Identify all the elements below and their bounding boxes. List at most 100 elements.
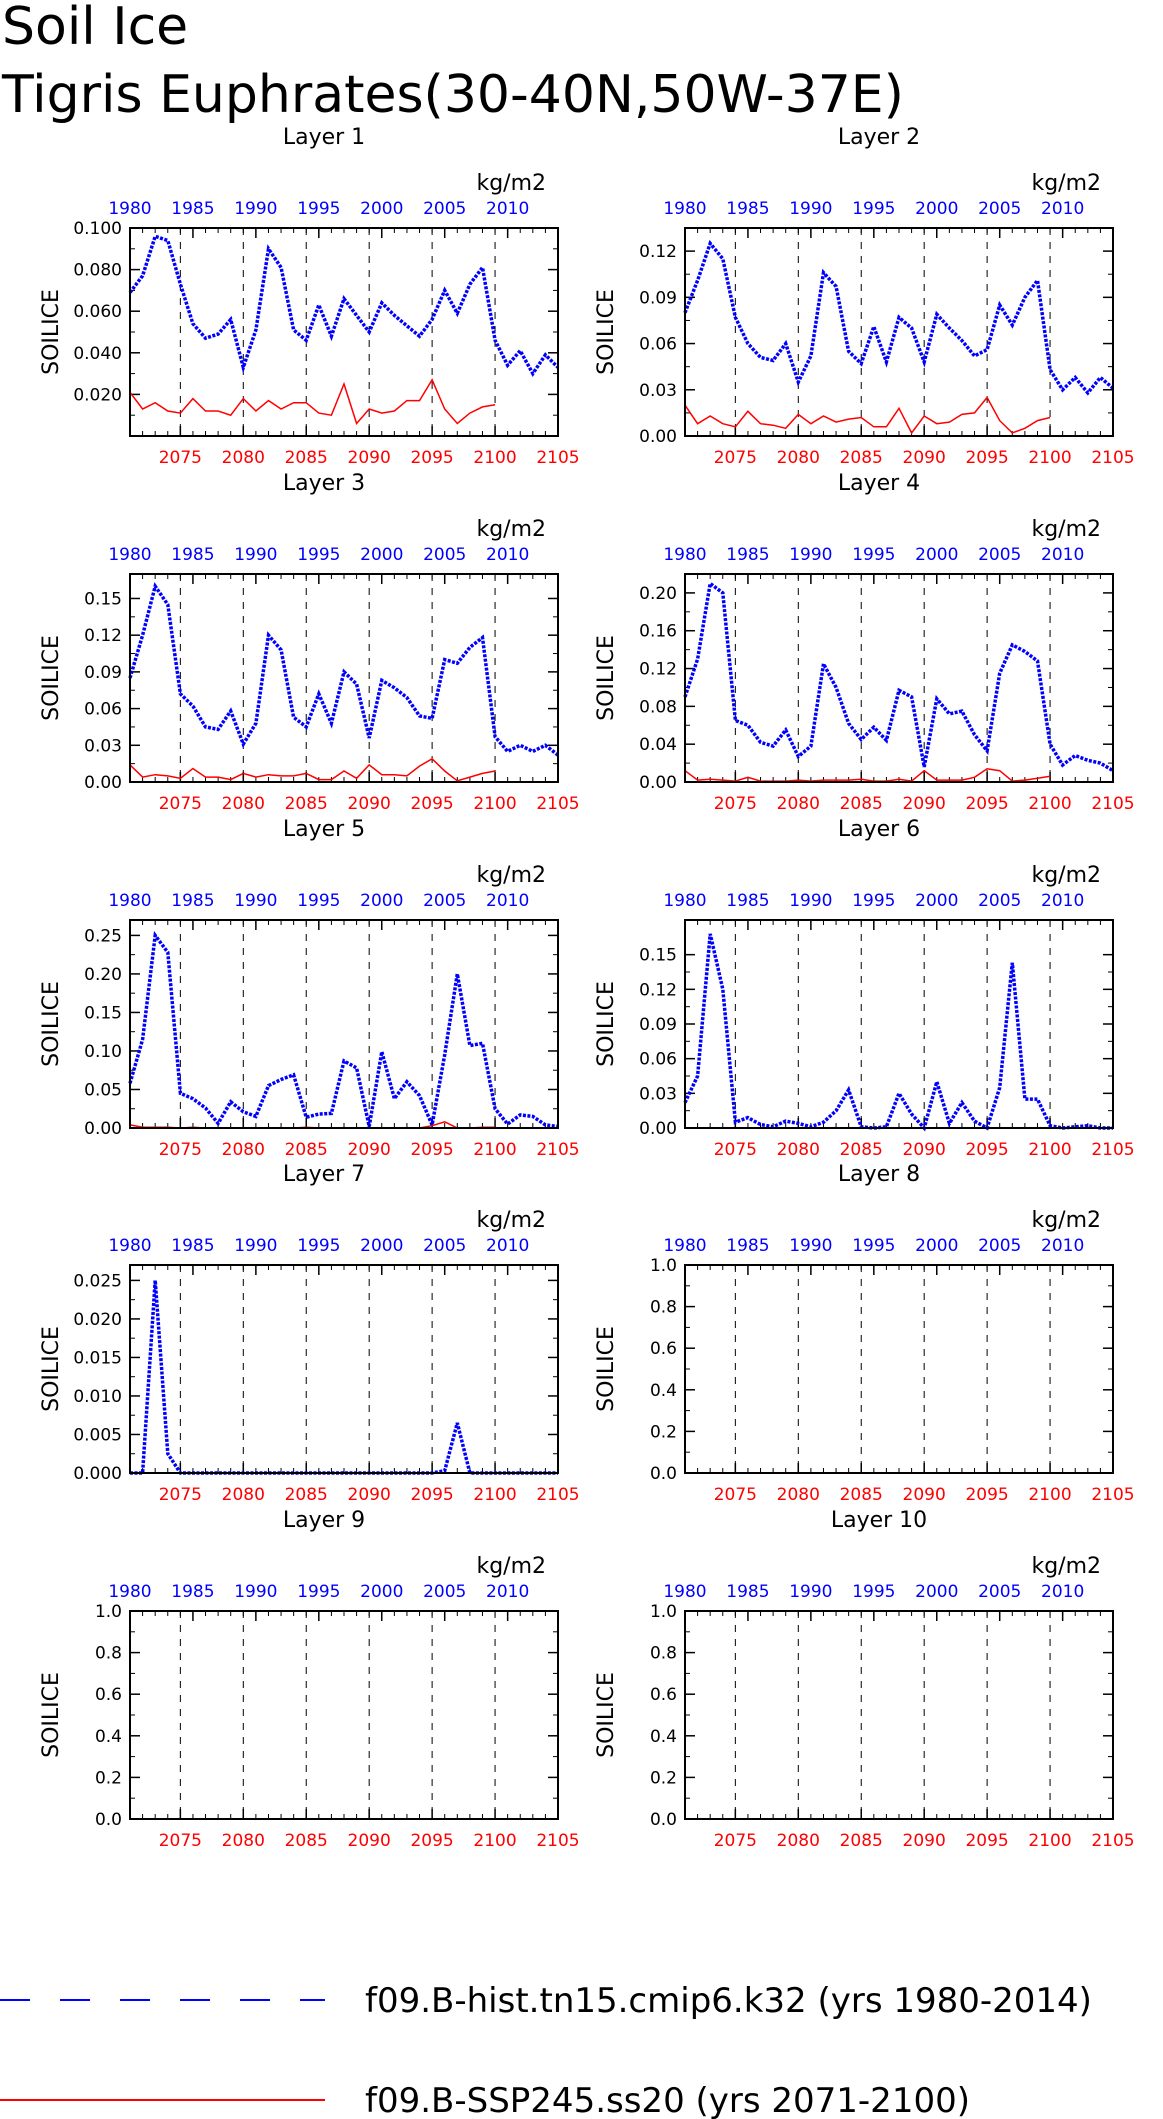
y-axis-label: SOILICE [594, 981, 619, 1067]
series-line-ssp245 [684, 768, 1051, 782]
y-tick-label: 0.15 [84, 589, 122, 609]
y-axis-label: SOILICE [594, 635, 619, 721]
x-bottom-tick-label: 2080 [777, 448, 820, 468]
y-tick-label: 0.03 [639, 1084, 677, 1104]
x-top-tick-label: 1990 [234, 545, 277, 565]
units-label: kg/m2 [476, 1208, 546, 1233]
y-tick-label: 0.08 [639, 697, 677, 717]
y-tick-label: 0.010 [73, 1387, 122, 1407]
y-tick-label: 0.00 [84, 773, 122, 793]
y-tick-label: 0.15 [639, 946, 677, 966]
x-bottom-tick-label: 2100 [1028, 1485, 1071, 1505]
y-tick-label: 0.040 [73, 344, 122, 364]
x-top-tick-label: 1995 [852, 1582, 895, 1602]
units-label: kg/m2 [476, 863, 546, 888]
y-tick-label: 0.09 [639, 288, 677, 308]
x-bottom-tick-label: 2085 [840, 1485, 883, 1505]
units-label: kg/m2 [1031, 1208, 1101, 1233]
x-top-tick-label: 1995 [852, 891, 895, 911]
y-tick-label: 0.4 [650, 1381, 677, 1401]
x-top-tick-label: 2010 [486, 199, 529, 219]
x-bottom-tick-label: 2085 [285, 448, 328, 468]
y-tick-label: 0.06 [639, 1050, 677, 1070]
x-bottom-tick-label: 2080 [777, 794, 820, 814]
x-top-tick-label: 2000 [360, 891, 403, 911]
x-bottom-tick-label: 2075 [159, 794, 202, 814]
x-bottom-tick-label: 2085 [285, 1140, 328, 1160]
x-top-tick-label: 1990 [234, 1582, 277, 1602]
legend: f09.B-hist.tn15.cmip6.k32 (yrs 1980-2014… [0, 1981, 1092, 2119]
plot-frame [684, 1610, 1114, 1820]
x-top-tick-label: 2005 [423, 1582, 466, 1602]
series-line-ssp245 [129, 378, 496, 425]
x-top-tick-label: 1995 [297, 1582, 340, 1602]
y-tick-label: 0.06 [639, 335, 677, 355]
units-label: kg/m2 [1031, 1554, 1101, 1579]
x-bottom-tick-label: 2095 [965, 448, 1008, 468]
x-bottom-tick-label: 2105 [536, 794, 579, 814]
x-bottom-tick-label: 2105 [1091, 794, 1134, 814]
series-line-hist [683, 239, 1115, 396]
x-top-tick-label: 1985 [171, 545, 214, 565]
chart-panel-layer-5: Layer 5 kg/m2 SOILICE 2075 2080 2085 2090 2095 2… [39, 817, 580, 1160]
y-tick-label: 0.10 [84, 1042, 122, 1062]
x-bottom-tick-label: 2090 [348, 448, 391, 468]
x-top-tick-label: 1980 [663, 545, 706, 565]
x-top-tick-label: 2010 [1041, 891, 1084, 911]
x-top-tick-label: 1980 [108, 1582, 151, 1602]
y-tick-label: 0.00 [84, 1119, 122, 1139]
x-bottom-tick-label: 2095 [410, 794, 453, 814]
plot-frame [129, 1610, 559, 1820]
x-bottom-tick-label: 2085 [285, 1485, 328, 1505]
x-top-tick-label: 1985 [726, 891, 769, 911]
y-axis-label: SOILICE [39, 1672, 64, 1758]
x-top-tick-label: 1980 [108, 1236, 151, 1256]
x-bottom-tick-label: 2105 [536, 448, 579, 468]
chart-panel-layer-2: Layer 2 kg/m2 SOILICE 2075 2080 2085 2090 2095 2… [594, 125, 1135, 468]
y-tick-label: 0.12 [639, 980, 677, 1000]
y-tick-label: 0.00 [639, 773, 677, 793]
x-top-tick-label: 2010 [1041, 1582, 1084, 1602]
y-tick-label: 0.20 [639, 584, 677, 604]
x-top-tick-label: 2000 [915, 199, 958, 219]
x-top-tick-label: 2005 [978, 1236, 1021, 1256]
x-bottom-tick-label: 2105 [1091, 1140, 1134, 1160]
x-top-tick-label: 2005 [423, 1236, 466, 1256]
x-bottom-tick-label: 2085 [285, 1831, 328, 1851]
x-bottom-tick-label: 2080 [777, 1485, 820, 1505]
y-tick-label: 0.100 [73, 219, 122, 239]
x-bottom-tick-label: 2100 [1028, 448, 1071, 468]
series-line-ssp245 [129, 757, 496, 782]
series-line-hist [130, 1280, 558, 1475]
x-top-tick-label: 1980 [108, 545, 151, 565]
x-bottom-tick-label: 2075 [159, 1140, 202, 1160]
panel-title: Layer 2 [838, 125, 920, 150]
x-top-tick-label: 2000 [360, 1582, 403, 1602]
x-bottom-tick-label: 2085 [840, 448, 883, 468]
y-tick-label: 0.080 [73, 261, 122, 281]
x-top-tick-label: 1990 [234, 199, 277, 219]
x-top-tick-label: 1985 [726, 199, 769, 219]
x-bottom-tick-label: 2090 [903, 1140, 946, 1160]
x-top-tick-label: 1995 [297, 891, 340, 911]
x-bottom-tick-label: 2095 [410, 1485, 453, 1505]
panel-title: Layer 4 [838, 471, 920, 496]
x-bottom-tick-label: 2085 [840, 1831, 883, 1851]
x-bottom-tick-label: 2100 [1028, 1831, 1071, 1851]
panel-title: Layer 10 [831, 1508, 927, 1533]
x-bottom-tick-label: 2095 [410, 1831, 453, 1851]
units-label: kg/m2 [476, 1554, 546, 1579]
x-bottom-tick-label: 2100 [473, 794, 516, 814]
x-bottom-tick-label: 2075 [159, 1485, 202, 1505]
y-tick-label: 0.03 [639, 381, 677, 401]
y-tick-label: 0.12 [639, 242, 677, 262]
y-tick-label: 0.4 [95, 1727, 122, 1747]
x-bottom-tick-label: 2105 [1091, 1831, 1134, 1851]
x-bottom-tick-label: 2090 [903, 1831, 946, 1851]
x-top-tick-label: 2010 [1041, 1236, 1084, 1256]
x-top-tick-label: 1990 [789, 1236, 832, 1256]
y-axis-label: SOILICE [39, 981, 64, 1067]
y-tick-label: 0.05 [84, 1080, 122, 1100]
y-tick-label: 0.15 [84, 1003, 122, 1023]
x-top-tick-label: 2010 [486, 1236, 529, 1256]
